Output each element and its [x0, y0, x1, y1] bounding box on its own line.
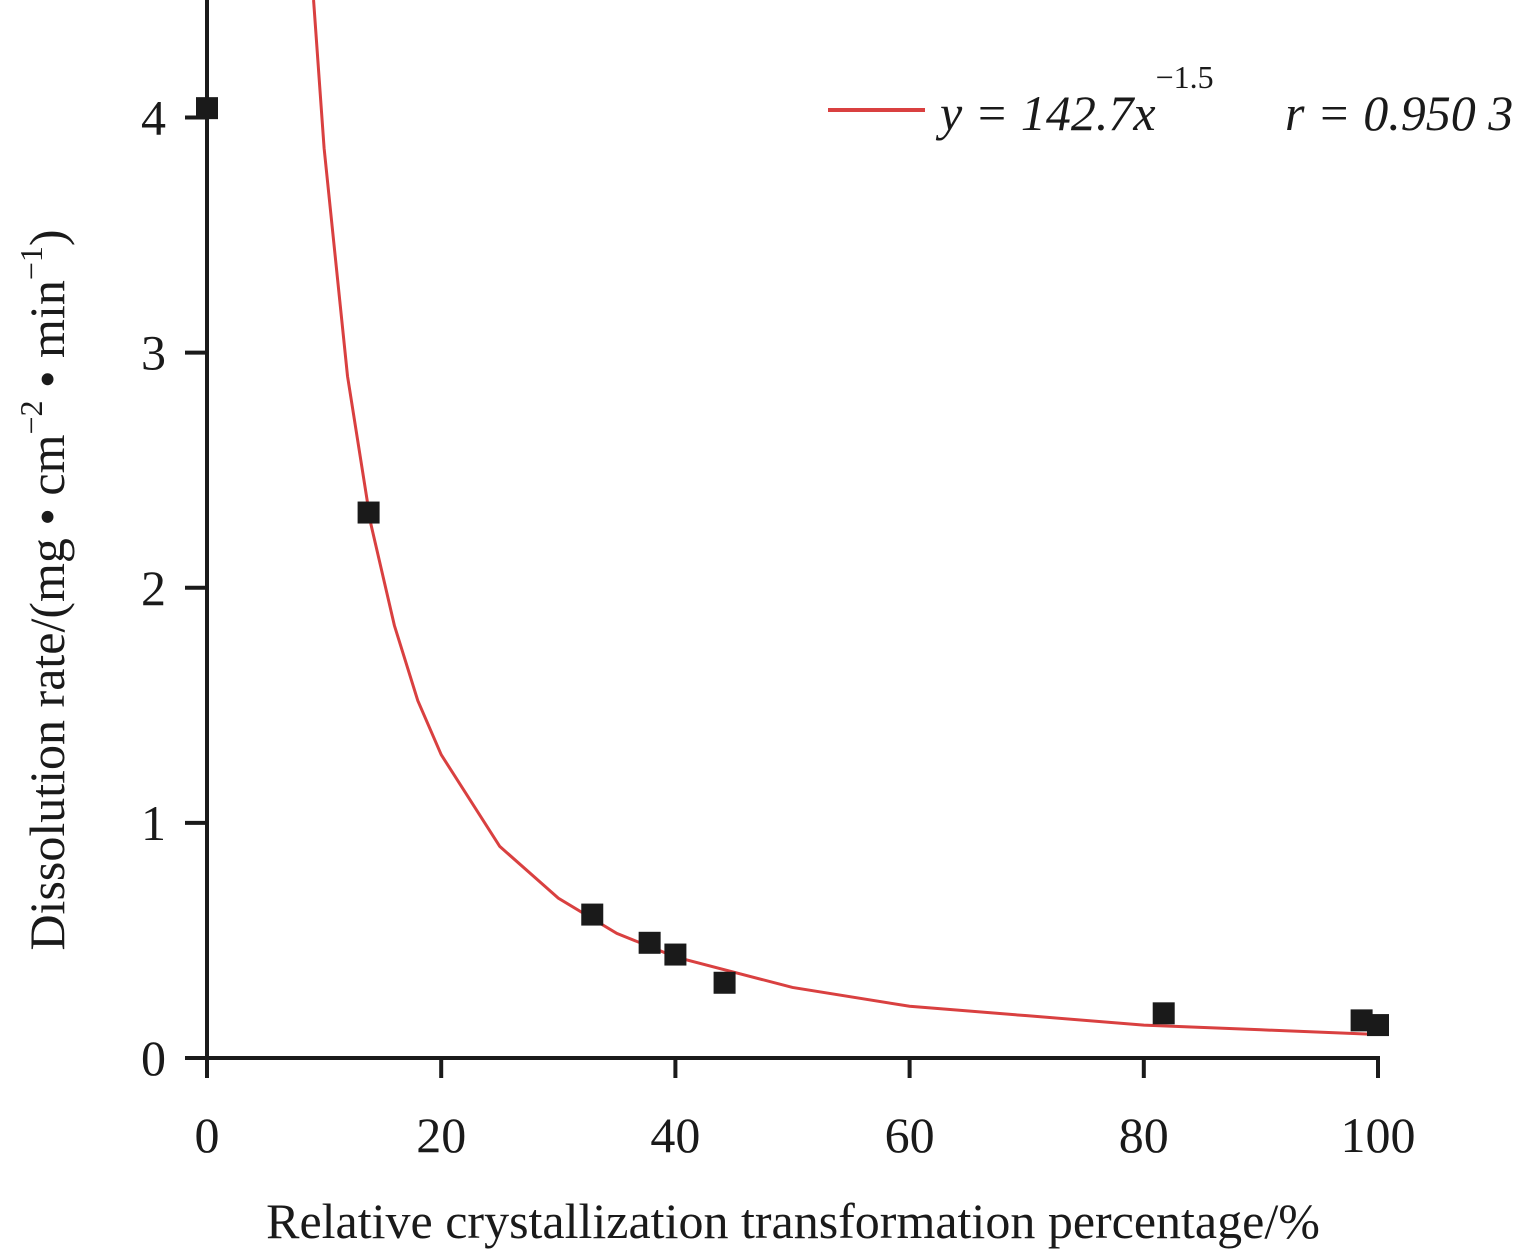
y-tick-label: 2 — [141, 560, 166, 616]
legend-stat: r = 0.950 3 — [1285, 85, 1513, 141]
x-tick-label: 40 — [650, 1107, 700, 1163]
y-axis-label-part: Dissolution rate/(mg • cm — [19, 434, 75, 950]
y-axis-label: Dissolution rate/(mg • cm−2 • min−1) — [13, 229, 75, 950]
y-tick-label: 0 — [141, 1030, 166, 1086]
y-axis-label-exponent: −1 — [13, 246, 49, 280]
x-tick-label: 20 — [416, 1107, 466, 1163]
data-point — [1367, 1014, 1389, 1037]
legend-name: y = 142.7x — [935, 85, 1156, 141]
data-point — [196, 97, 218, 120]
data-point — [581, 903, 604, 926]
x-tick-label: 100 — [1341, 1107, 1416, 1163]
y-tick-label: 1 — [141, 795, 166, 851]
x-tick-label: 80 — [1119, 1107, 1169, 1163]
x-axis-label: Relative crystallization transformation … — [266, 1193, 1320, 1249]
data-point — [357, 501, 380, 524]
fit-curve — [312, 0, 1379, 1036]
legend-exponent: −1.5 — [1156, 59, 1214, 95]
y-axis-label-exponent: −2 — [13, 400, 49, 434]
y-tick-label: 3 — [141, 325, 166, 381]
y-tick-label: 4 — [141, 90, 166, 146]
x-tick-label: 0 — [195, 1107, 220, 1163]
data-point — [664, 943, 687, 966]
data-point — [713, 971, 736, 994]
y-axis-label-part: ) — [19, 229, 75, 246]
data-point — [1152, 1002, 1175, 1025]
legend-text: y = 142.7x−1.5 r = 0.950 3 — [935, 59, 1513, 141]
data-point — [638, 931, 661, 954]
y-axis-label-part: • min — [19, 280, 75, 400]
x-tick-label: 60 — [885, 1107, 935, 1163]
